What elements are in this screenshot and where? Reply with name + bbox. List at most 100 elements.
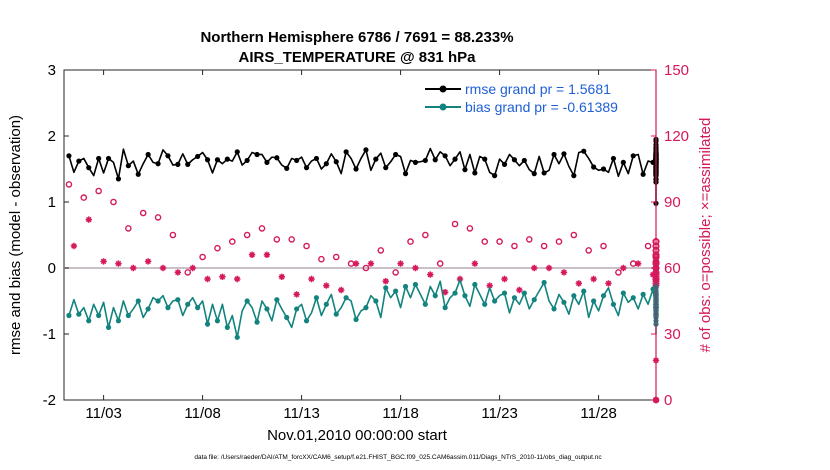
rmse-point <box>86 165 92 171</box>
rmse-point <box>442 153 448 159</box>
assimilated-obs-point <box>367 260 375 267</box>
possible-obs-point <box>436 260 444 267</box>
bias-point <box>175 297 181 303</box>
rmse-point <box>303 165 310 171</box>
assimilated-obs-point <box>397 260 404 267</box>
right-y-axis-label: # of obs: o=possible; ×=assimilated <box>697 118 714 353</box>
rmse-point <box>343 149 349 155</box>
possible-obs-point <box>600 242 607 250</box>
bias-point <box>353 316 359 323</box>
bias-point <box>165 305 171 311</box>
bias-point <box>195 305 201 311</box>
assimilated-obs-point <box>204 275 211 283</box>
rmse-point <box>531 171 537 177</box>
rmse-point <box>115 176 122 182</box>
assimilated-obs-point <box>382 278 389 285</box>
bias-point <box>373 298 379 304</box>
rmse-point <box>254 151 260 158</box>
rmse-point <box>511 157 518 163</box>
assimilated-obs-point <box>70 242 78 250</box>
rmse-point <box>591 164 597 170</box>
rmse-point <box>313 155 320 162</box>
rmse-point <box>393 151 399 158</box>
rmse-point <box>224 156 230 162</box>
possible-obs-point <box>540 242 548 250</box>
assimilated-obs-point <box>427 271 434 278</box>
assimilated-obs-point <box>130 264 137 272</box>
assimilated-obs-point <box>352 260 360 267</box>
rmse-point <box>333 159 339 165</box>
rmse-point <box>284 165 290 171</box>
rmse-point <box>462 167 468 173</box>
legend-rmse-marker <box>439 85 447 93</box>
bias-point <box>600 293 607 299</box>
bias-point <box>591 298 597 304</box>
possible-obs-point <box>496 238 503 245</box>
bias-point <box>412 281 419 288</box>
assimilated-obs-point <box>174 269 182 276</box>
assimilated-obs-point <box>263 251 271 258</box>
right-y-tick-label: 0 <box>664 392 672 409</box>
x-tick-label: 11/08 <box>184 405 220 422</box>
x-axis: 11/03 11/08 11/13 11/18 11/23 11/28 <box>85 70 617 422</box>
assimilated-obs-point <box>560 269 568 276</box>
x-tick-label: 11/23 <box>481 405 517 422</box>
assimilated-obs-point <box>85 216 92 223</box>
bias-point <box>581 288 587 294</box>
legend-bias-marker <box>439 103 447 111</box>
rmse-point <box>76 158 82 164</box>
possible-obs-point <box>258 225 266 232</box>
bias-point <box>422 301 428 307</box>
rmse-point <box>135 171 141 177</box>
possible-obs-point <box>585 247 592 254</box>
bias-point <box>254 319 260 325</box>
bias-point <box>393 288 399 294</box>
rmse-point <box>125 163 131 169</box>
bias-point <box>155 298 161 304</box>
bias-point <box>96 312 102 319</box>
possible-obs-point <box>392 269 399 276</box>
assimilated-obs-point <box>412 264 419 272</box>
rmse-point <box>501 161 508 167</box>
bias-series <box>66 279 659 340</box>
rmse-point <box>551 151 557 158</box>
assimilated-obs-point <box>293 291 300 298</box>
possible-obs-point <box>511 242 518 250</box>
possible-obs-point <box>80 194 88 201</box>
bias-point <box>244 298 250 304</box>
legend-box <box>418 76 652 120</box>
x-tick-label: 11/03 <box>85 405 121 422</box>
left-y-tick-label: 2 <box>48 128 56 145</box>
bias-point <box>561 299 567 305</box>
rmse-point <box>175 161 181 167</box>
rmse-point <box>600 166 607 172</box>
assimilated-obs-point <box>575 280 582 287</box>
rmse-point <box>264 159 270 165</box>
possible-obs-point <box>318 255 325 263</box>
bias-point <box>630 295 636 301</box>
bias-point <box>115 318 122 324</box>
chart-title: Northern Hemisphere 6786 / 7691 = 88.233… <box>200 29 513 46</box>
rmse-point <box>541 170 547 176</box>
bias-point <box>402 283 409 290</box>
bias-point <box>224 324 230 330</box>
left-y-axis: -2 -1 0 1 2 3 <box>43 62 69 409</box>
bias-point <box>521 290 527 296</box>
bias-point <box>442 305 448 311</box>
bias-point <box>462 293 468 299</box>
possible-obs-point <box>303 242 310 250</box>
bias-point <box>501 290 508 296</box>
bias-point <box>204 321 211 327</box>
rmse-point <box>363 147 369 153</box>
possible-obs-point <box>243 231 251 239</box>
bias-point <box>541 279 547 286</box>
rmse-point <box>234 149 240 155</box>
rmse-point <box>492 173 498 179</box>
data-file-footnote: data file: /Users/raeder/DAI/ATM_forcXX/… <box>194 454 602 461</box>
assimilated-obs-point <box>100 258 107 265</box>
bias-point <box>264 306 270 312</box>
possible-obs-point <box>332 253 340 261</box>
possible-obs-point <box>451 220 459 228</box>
rmse-point <box>185 161 191 167</box>
possible-obs-point <box>273 236 281 243</box>
